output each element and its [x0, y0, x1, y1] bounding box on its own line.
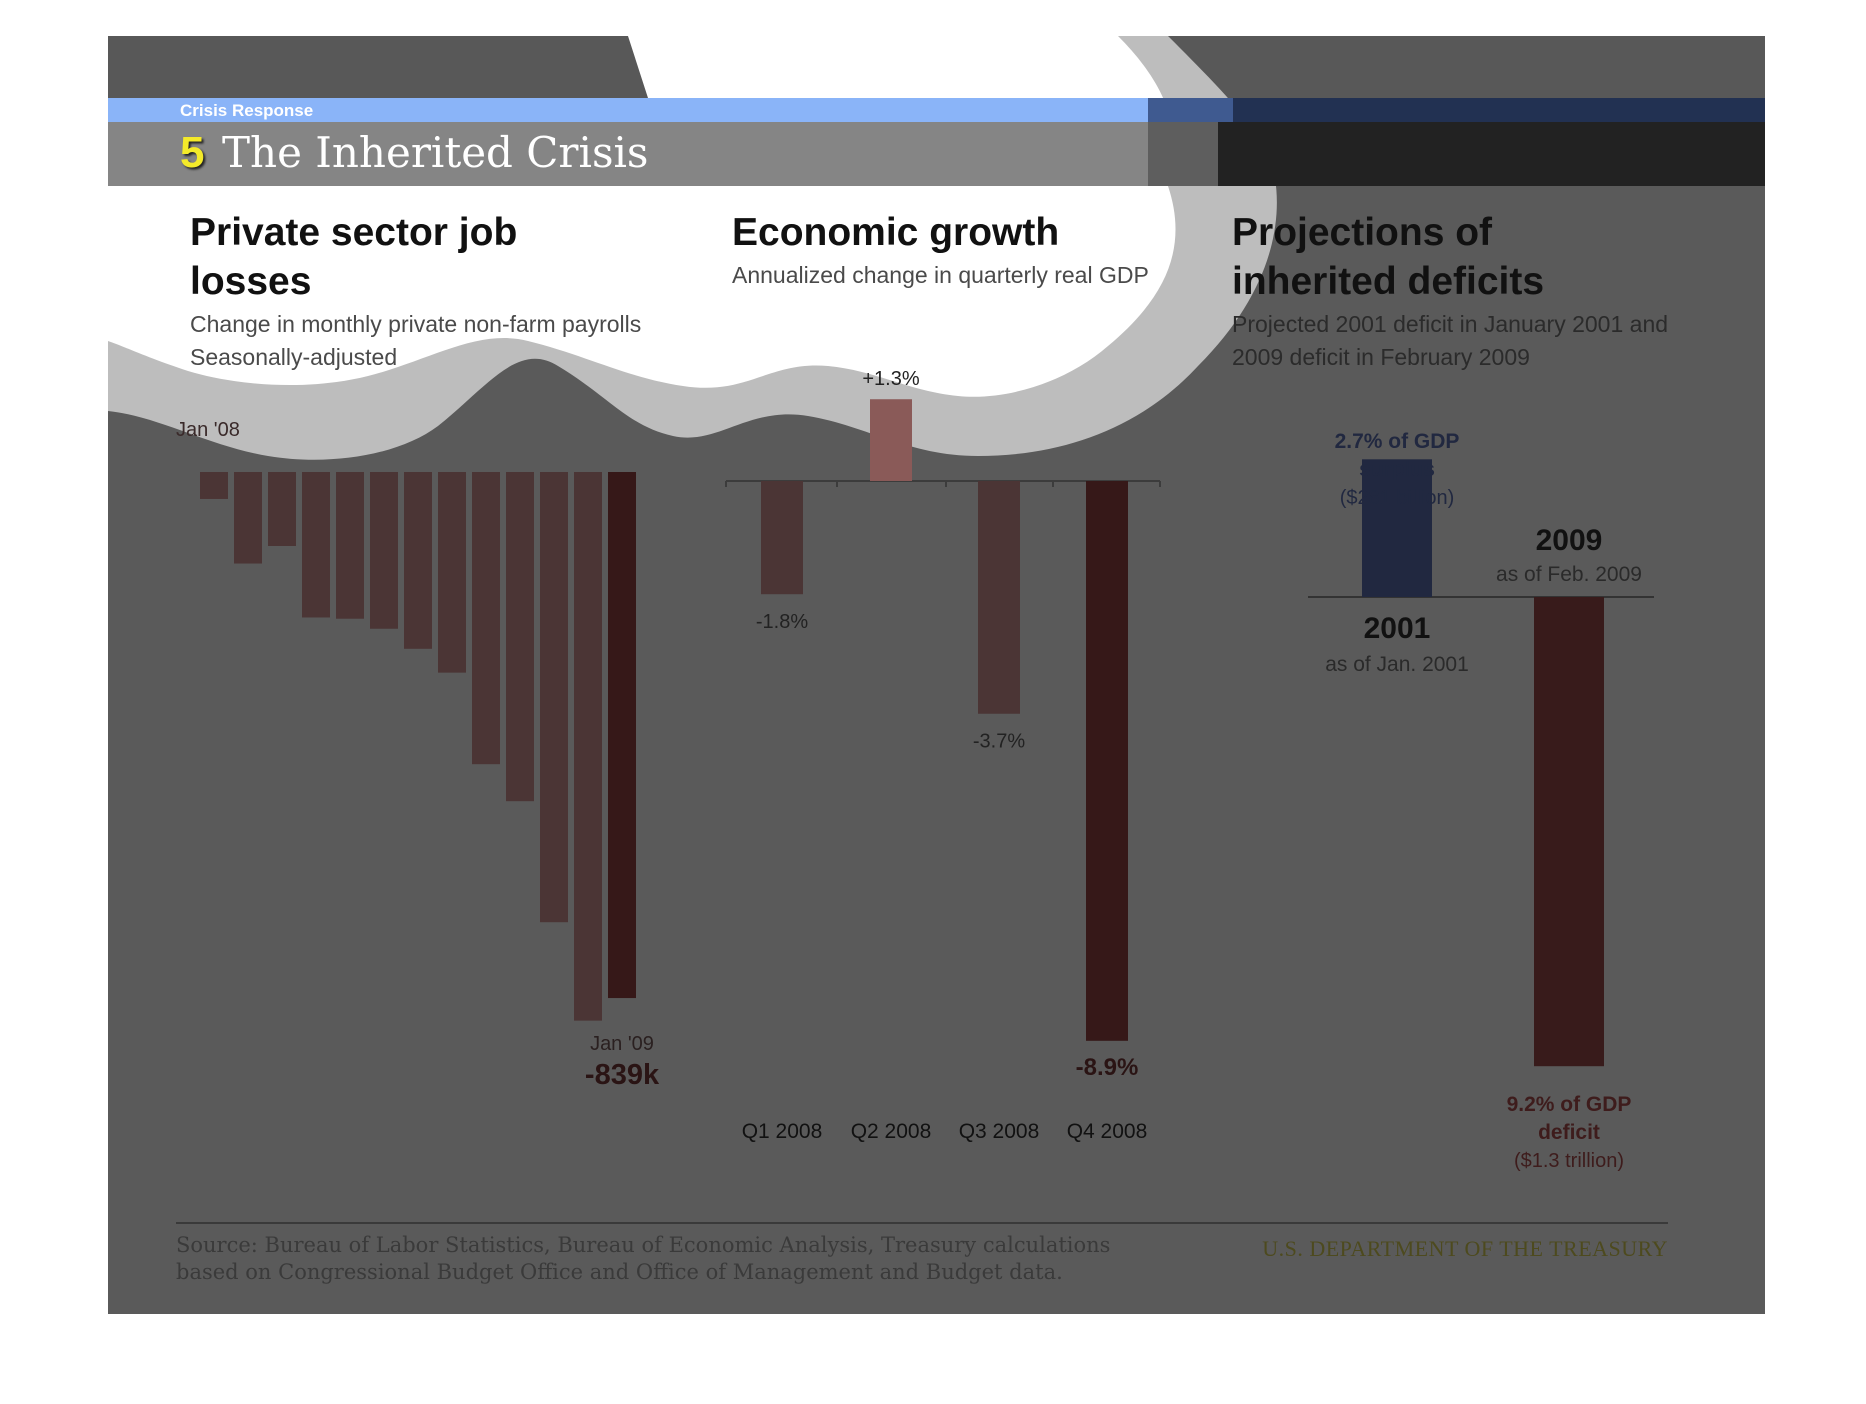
job-loss-bar	[200, 472, 228, 499]
title-band-blend	[1148, 122, 1218, 186]
deficit-bar	[1534, 597, 1604, 1067]
title-band-dark	[1218, 122, 1765, 186]
gdp-subtitle: Annualized change in quarterly real GDP	[732, 262, 1149, 288]
section-band-blend	[1148, 98, 1233, 122]
surplus-label-line2: surplus	[1359, 458, 1435, 481]
gdp-title: Economic growth	[732, 211, 1060, 254]
gdp-value-label: -1.8%	[756, 611, 808, 633]
gdp-value-label: -3.7%	[973, 731, 1025, 753]
surplus-label-line1: 2.7% of GDP	[1335, 430, 1460, 453]
job-start-label: Jan '08	[176, 419, 240, 441]
job-loss-bar	[472, 472, 500, 765]
gdp-category-label: Q1 2008	[742, 1120, 823, 1143]
slide-number-text: 5	[180, 128, 205, 177]
section-label-text: Crisis Response	[180, 101, 314, 120]
year-2009-label: 2009	[1536, 524, 1603, 557]
job-loss-bar	[540, 472, 568, 923]
year-2009-note: as of Feb. 2009	[1496, 563, 1642, 586]
surplus-label-line3: ($281 billion)	[1340, 487, 1455, 509]
deficit-label-line3: ($1.3 trillion)	[1514, 1150, 1624, 1172]
year-2001-label: 2001	[1364, 612, 1431, 645]
gdp-value-label: +1.3%	[862, 368, 919, 390]
gdp-value-label: -8.9%	[1076, 1054, 1139, 1081]
section-band-overlay	[108, 98, 1148, 122]
gdp-category-label: Q2 2008	[851, 1120, 932, 1143]
job-loss-bar	[268, 472, 296, 546]
deficit-label-line2: deficit	[1538, 1121, 1600, 1144]
gdp-bar	[1086, 481, 1128, 1041]
title-band-overlay	[108, 122, 1218, 186]
deficit-title-line1: Projections of	[1232, 211, 1493, 254]
charts: Jan '08 Jan '09 -839k -1.8% Q1 2008 +1.3% Q2 2…	[176, 368, 1654, 1172]
jobs-subtitle-line2: Seasonally-adjusted	[190, 344, 398, 370]
gdp-bar	[761, 481, 803, 595]
deficit-label-line1: 9.2% of GDP	[1507, 1093, 1632, 1116]
source-line1: Source: Bureau of Labor Statistics, Bure…	[176, 1233, 1111, 1257]
highlight-cloud-inner	[108, 186, 1176, 397]
jobs-subtitle-line1: Change in monthly private non-farm payro…	[190, 311, 642, 337]
slide: Crisis Response 5 The Inherited Crisis C…	[108, 36, 1765, 1314]
gdp-bar	[870, 399, 912, 481]
job-loss-bar	[608, 472, 636, 999]
job-loss-bar	[574, 472, 602, 1021]
slide-title-text: The Inherited Crisis	[222, 128, 649, 177]
job-loss-bar	[302, 472, 330, 618]
highlight-overlay	[108, 36, 1277, 460]
deficit-title-line2: inherited deficits	[1232, 260, 1545, 303]
job-loss-bar	[506, 472, 534, 802]
job-loss-bar	[234, 472, 262, 564]
source-note: Source: Bureau of Labor Statistics, Bure…	[176, 1232, 1176, 1286]
deficit-bar	[1362, 459, 1432, 597]
deficit-subtitle-line1: Projected 2001 deficit in January 2001 a…	[1232, 311, 1669, 337]
jobs-title-line2: losses	[190, 260, 312, 303]
gdp-bar	[978, 481, 1020, 714]
job-end-label: Jan '09	[590, 1033, 654, 1055]
job-loss-bar	[336, 472, 364, 619]
year-2001-note: as of Jan. 2001	[1325, 653, 1469, 676]
job-loss-bar	[370, 472, 398, 629]
job-end-value-label: -839k	[585, 1059, 660, 1091]
agency-name: U.S. DEPARTMENT OF THE TREASURY	[1262, 1236, 1668, 1261]
section-band-dark	[1148, 98, 1765, 122]
job-loss-bar	[438, 472, 466, 673]
jobs-title-line1: Private sector job	[190, 211, 518, 254]
source-line2: based on Congressional Budget Office and…	[176, 1260, 1063, 1284]
job-loss-bar	[404, 472, 432, 649]
gdp-category-label: Q4 2008	[1067, 1120, 1148, 1143]
deficit-subtitle-line2: 2009 deficit in February 2009	[1232, 344, 1530, 370]
footer-rule	[176, 1222, 1668, 1224]
gdp-category-label: Q3 2008	[959, 1120, 1040, 1143]
